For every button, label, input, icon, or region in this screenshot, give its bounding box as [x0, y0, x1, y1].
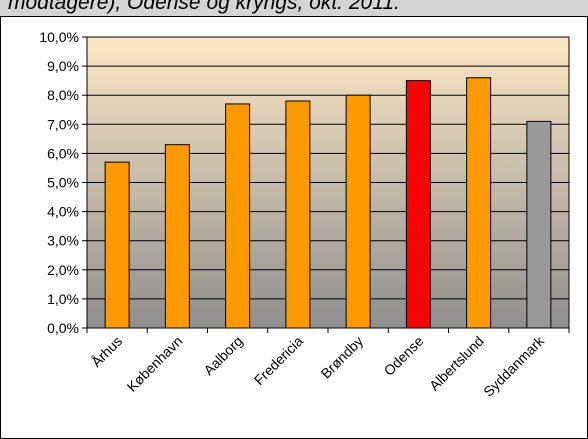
x-category-label: Fredericia	[251, 333, 306, 388]
x-category-label: Aalborg	[200, 333, 245, 378]
y-tick-label: 0,0%	[47, 320, 79, 336]
y-tick-label: 10,0%	[39, 29, 79, 45]
bar	[345, 94, 371, 329]
plot-frame	[86, 36, 570, 329]
y-tick-label: 7,0%	[47, 116, 79, 132]
bar	[466, 77, 492, 329]
chart-frame: 0,0% 1,0% 2,0% 3,0% 4,0% 5,0% 6,0% 7,0% 8,0% 9,0%…	[0, 16, 588, 439]
x-category-label: Albertslund	[426, 333, 487, 394]
chart-caption: modtagere), Odense og kryngs, okt. 2011.	[8, 0, 400, 14]
x-category-label: Odense	[381, 333, 427, 379]
bar	[225, 103, 251, 329]
bar	[164, 144, 190, 329]
x-category-label: København	[124, 333, 186, 395]
x-category-label: Brøndby	[318, 333, 367, 382]
bar	[526, 120, 552, 329]
y-tick-label: 2,0%	[47, 262, 79, 278]
y-tick-label: 9,0%	[47, 58, 79, 74]
y-tick-label: 8,0%	[47, 87, 79, 103]
y-tick-label: 1,0%	[47, 291, 79, 307]
y-tick-label: 3,0%	[47, 233, 79, 249]
bar	[405, 80, 431, 329]
bar-chart: 0,0% 1,0% 2,0% 3,0% 4,0% 5,0% 6,0% 7,0% 8,0% 9,0%…	[39, 29, 570, 400]
bar	[104, 161, 130, 329]
y-tick-label: 5,0%	[47, 175, 79, 191]
y-tick-label: 4,0%	[47, 204, 79, 220]
bar	[285, 100, 311, 329]
x-category-label: Århus	[88, 333, 125, 370]
x-category-label: Syddanmark	[480, 332, 548, 400]
y-tick-label: 6,0%	[47, 145, 79, 161]
